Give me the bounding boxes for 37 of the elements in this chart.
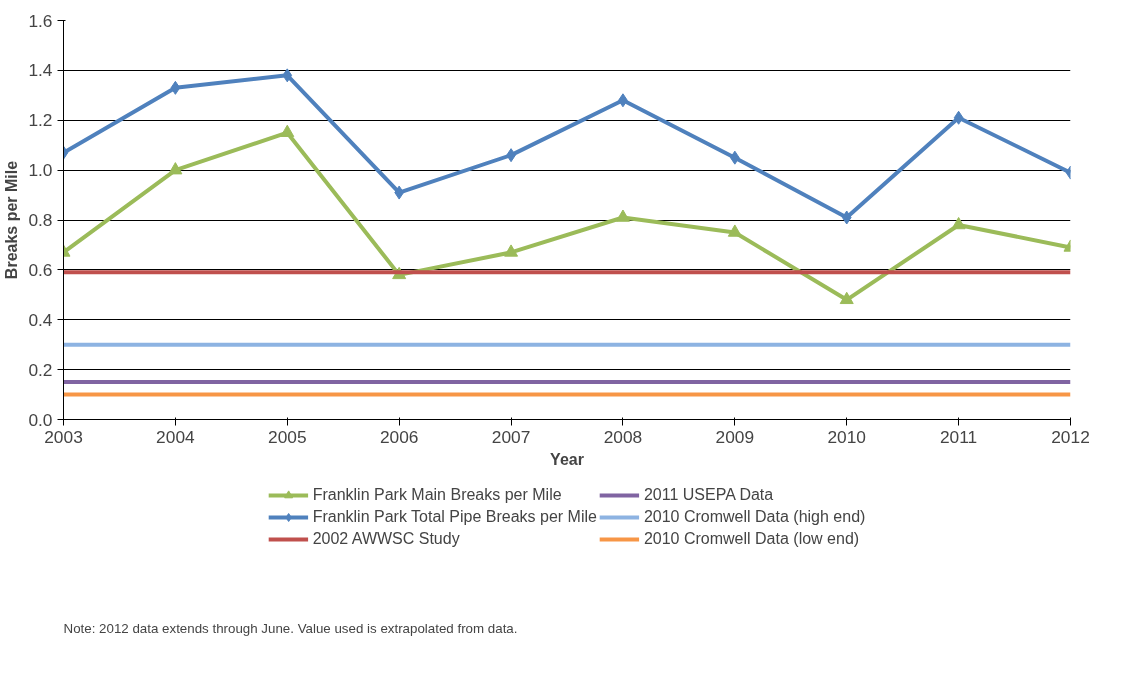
y-tick-label: 0.4 <box>28 309 53 330</box>
y-tick-label: 0.6 <box>28 259 53 280</box>
legend-label: Franklin Park Main Breaks per Mile <box>312 486 562 504</box>
y-tick-label: 1.0 <box>28 160 53 181</box>
point <box>168 162 183 175</box>
point <box>282 68 293 83</box>
x-tick-label: 2004 <box>156 426 196 447</box>
x-tick-label: 2008 <box>603 426 643 447</box>
text: Note: 2012 data extends through June. Value used is extrapolated from data. <box>63 620 518 636</box>
y-tick-label: 1.6 <box>28 10 53 31</box>
y-tick-label: 0.2 <box>28 359 53 380</box>
point <box>951 216 966 230</box>
y-tick-label: 0.8 <box>28 210 53 230</box>
legend-label: Franklin Park Total Pipe Breaks per Mile <box>312 508 597 526</box>
y-tick-label: 1.4 <box>28 60 53 81</box>
x-tick-label: 2007 <box>491 426 531 447</box>
point <box>839 291 854 305</box>
legend-label: 2011 USEPA Data <box>643 486 774 504</box>
point <box>504 244 519 257</box>
point <box>280 124 295 137</box>
x-axis-title: Year <box>550 450 584 468</box>
y-axis-title: Breaks per Mile <box>3 160 21 280</box>
x-tick-label: 2011 <box>939 426 978 447</box>
point <box>841 210 852 225</box>
point <box>953 110 964 125</box>
point <box>170 80 181 95</box>
point <box>727 224 742 237</box>
legend-label: 2010 Cromwell Data (low end) <box>643 530 860 548</box>
x-tick-label: 2006 <box>379 426 419 447</box>
x-tick-label: 2012 <box>1051 426 1090 447</box>
legend-label: 2002 AWWSC Study <box>312 530 460 548</box>
y-tick-label: 1.2 <box>28 110 53 131</box>
legend-label: 2010 Cromwell Data (high end) <box>643 508 866 526</box>
x-tick-label: 2009 <box>715 426 755 447</box>
x-tick-label: 2005 <box>268 426 307 447</box>
point <box>615 209 630 222</box>
x-tick-label: 2010 <box>827 426 867 447</box>
